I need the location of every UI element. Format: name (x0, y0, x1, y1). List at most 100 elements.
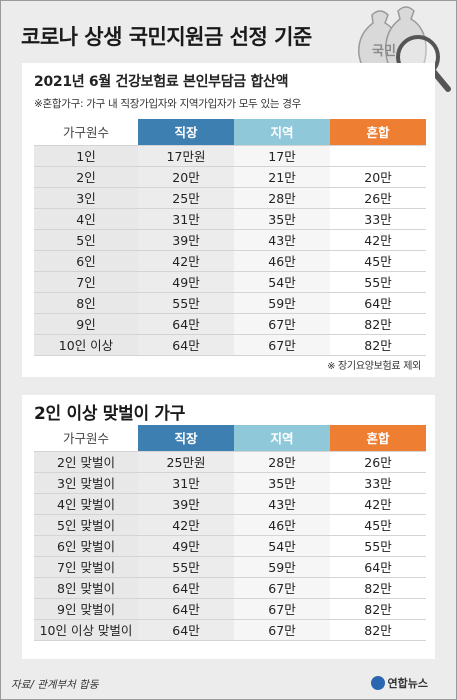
jikjang-cell: 39만 (138, 492, 234, 514)
honhap-cell: 45만 (330, 249, 426, 271)
household-cell: 6인 맞벌이 (34, 534, 138, 556)
jikjang-cell: 25만 (138, 186, 234, 208)
household-cell: 4인 (34, 207, 138, 229)
jikjang-cell: 31만 (138, 471, 234, 493)
jikjang-cell: 25만원 (138, 450, 234, 472)
header-jiyeok: 지역 (234, 119, 330, 145)
table-row: 4인 31만 35만 33만 (34, 207, 426, 229)
honhap-cell: 26만 (330, 186, 426, 208)
household-cell: 1인 (34, 144, 138, 166)
honhap-cell: 82만 (330, 312, 426, 334)
honhap-cell: 42만 (330, 228, 426, 250)
jikjang-cell: 64만 (138, 333, 234, 356)
jiyeok-cell: 67만 (234, 312, 330, 334)
table-header-row: 가구원수 직장 지역 혼합 (34, 425, 426, 451)
jiyeok-cell: 35만 (234, 207, 330, 229)
honhap-cell: 33만 (330, 471, 426, 493)
section1-footnote: ※ 장기요양보험료 제외 (327, 361, 421, 372)
table-row: 7인 49만 54만 55만 (34, 270, 426, 292)
honhap-cell: 55만 (330, 270, 426, 292)
jiyeok-cell: 46만 (234, 513, 330, 535)
jiyeok-cell: 21만 (234, 165, 330, 187)
jiyeok-cell: 59만 (234, 291, 330, 313)
honhap-cell: 45만 (330, 513, 426, 535)
household-cell: 7인 (34, 270, 138, 292)
section1-note: ※혼합가구: 가구 내 직장가입자와 지역가입자가 모두 있는 경우 (34, 98, 301, 110)
jiyeok-cell: 67만 (234, 597, 330, 619)
honhap-cell: 64만 (330, 291, 426, 313)
jiyeok-cell: 28만 (234, 450, 330, 472)
household-cell: 3인 (34, 186, 138, 208)
jiyeok-cell: 54만 (234, 534, 330, 556)
jikjang-cell: 64만 (138, 597, 234, 619)
honhap-cell: 82만 (330, 597, 426, 619)
honhap-cell: 33만 (330, 207, 426, 229)
honhap-cell: 55만 (330, 534, 426, 556)
section1-table: 가구원수 직장 지역 혼합 1인 17만원 17만 2인 20만 21만 20만 3인 25만 2… (34, 119, 426, 356)
jiyeok-cell: 43만 (234, 492, 330, 514)
table-row: 6인 42만 46만 45만 (34, 249, 426, 271)
household-cell: 9인 맞벌이 (34, 597, 138, 619)
household-cell: 5인 맞벌이 (34, 513, 138, 535)
jiyeok-cell: 28만 (234, 186, 330, 208)
table-row: 5인 39만 43만 42만 (34, 228, 426, 250)
table-row: 1인 17만원 17만 (34, 144, 426, 166)
section1-subtitle: 2021년 6월 건강보험료 본인부담금 합산액 (34, 74, 289, 90)
household-cell: 5인 (34, 228, 138, 250)
honhap-cell: 82만 (330, 576, 426, 598)
honhap-cell: 82만 (330, 618, 426, 641)
jikjang-cell: 49만 (138, 270, 234, 292)
jiyeok-cell: 67만 (234, 333, 330, 356)
jiyeok-cell: 67만 (234, 618, 330, 641)
header-household: 가구원수 (34, 425, 138, 451)
table-row: 9인 64만 67만 82만 (34, 312, 426, 334)
jiyeok-cell: 35만 (234, 471, 330, 493)
jiyeok-cell: 43만 (234, 228, 330, 250)
brand-name: 연합뉴스 (387, 677, 428, 690)
household-cell: 10인 이상 (34, 333, 138, 356)
table-row: 5인 맞벌이 42만 46만 45만 (34, 513, 426, 535)
household-cell: 2인 (34, 165, 138, 187)
jikjang-cell: 20만 (138, 165, 234, 187)
jikjang-cell: 39만 (138, 228, 234, 250)
table-row: 3인 맞벌이 31만 35만 33만 (34, 471, 426, 493)
household-cell: 10인 이상 맞벌이 (34, 618, 138, 641)
jiyeok-cell: 67만 (234, 576, 330, 598)
table-row: 2인 20만 21만 20만 (34, 165, 426, 187)
header-honhap: 혼합 (330, 425, 426, 451)
header-jikjang: 직장 (138, 119, 234, 145)
jikjang-cell: 17만원 (138, 144, 234, 166)
household-cell: 3인 맞벌이 (34, 471, 138, 493)
brand-logo: 연합뉴스 (370, 675, 428, 691)
jiyeok-cell: 59만 (234, 555, 330, 577)
jiyeok-cell: 17만 (234, 144, 330, 166)
jikjang-cell: 42만 (138, 513, 234, 535)
honhap-cell: 20만 (330, 165, 426, 187)
household-cell: 9인 (34, 312, 138, 334)
household-cell: 8인 맞벌이 (34, 576, 138, 598)
table-row: 10인 이상 64만 67만 82만 (34, 333, 426, 356)
honhap-cell: 82만 (330, 333, 426, 356)
table-header-row: 가구원수 직장 지역 혼합 (34, 119, 426, 145)
jikjang-cell: 55만 (138, 555, 234, 577)
table-row: 10인 이상 맞벌이 64만 67만 82만 (34, 618, 426, 641)
jiyeok-cell: 46만 (234, 249, 330, 271)
table-row: 8인 맞벌이 64만 67만 82만 (34, 576, 426, 598)
household-cell: 2인 맞벌이 (34, 450, 138, 472)
household-cell: 7인 맞벌이 (34, 555, 138, 577)
table-row: 3인 25만 28만 26만 (34, 186, 426, 208)
table-row: 4인 맞벌이 39만 43만 42만 (34, 492, 426, 514)
header-jikjang: 직장 (138, 425, 234, 451)
jikjang-cell: 42만 (138, 249, 234, 271)
header-household: 가구원수 (34, 119, 138, 145)
honhap-cell: 42만 (330, 492, 426, 514)
jikjang-cell: 64만 (138, 576, 234, 598)
table-row: 6인 맞벌이 49만 54만 55만 (34, 534, 426, 556)
section2-table: 가구원수 직장 지역 혼합 2인 맞벌이 25만원 28만 26만 3인 맞벌이 31만 3… (34, 425, 426, 641)
household-cell: 6인 (34, 249, 138, 271)
section2-subtitle: 2인 이상 맞벌이 가구 (34, 404, 186, 424)
jikjang-cell: 55만 (138, 291, 234, 313)
honhap-cell: 26만 (330, 450, 426, 472)
table-row: 9인 맞벌이 64만 67만 82만 (34, 597, 426, 619)
